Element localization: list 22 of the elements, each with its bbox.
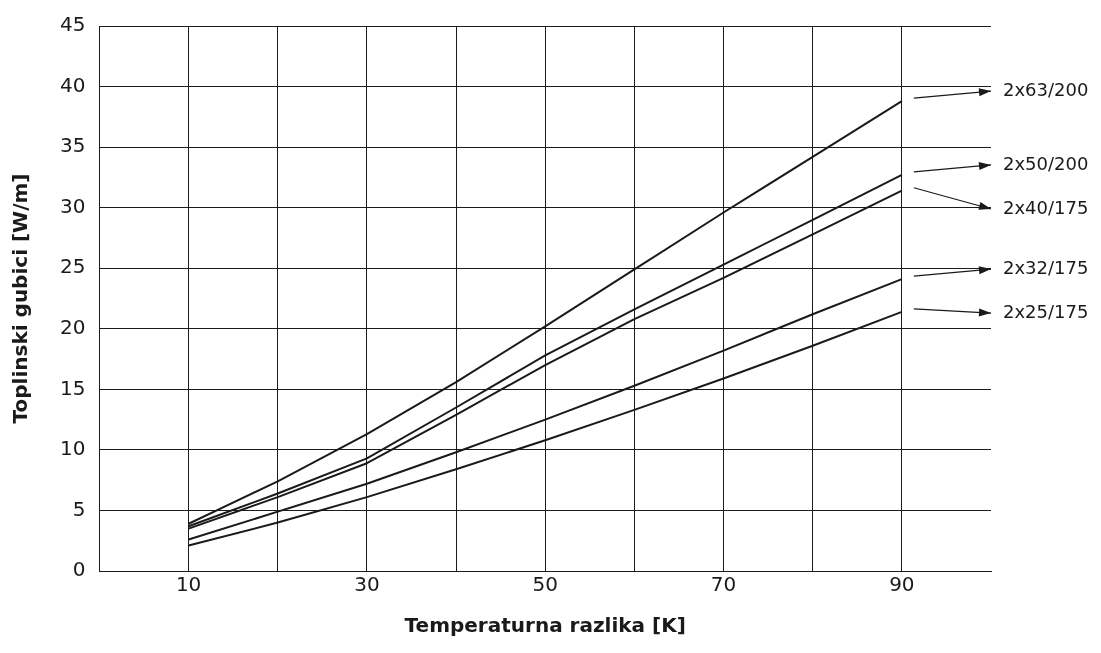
y-tick-label: 0	[72, 557, 86, 582]
legend-label: 2x50/200	[1003, 152, 1089, 174]
x-tick-label: 10	[175, 572, 202, 597]
y-tick-label: 25	[60, 254, 86, 279]
legend-label: 2x32/175	[1003, 256, 1089, 278]
y-tick-label: 15	[60, 375, 86, 400]
legend-label: 2x40/175	[1003, 196, 1089, 218]
x-tick-label: 50	[532, 572, 558, 597]
y-tick-label: 20	[60, 314, 86, 339]
legend-label: 2x63/200	[1003, 78, 1089, 100]
x-tick-label: 90	[889, 572, 915, 597]
y-tick-label: 40	[60, 72, 86, 97]
legend-label: 2x25/175	[1003, 300, 1089, 322]
y-tick-label: 35	[60, 133, 86, 158]
x-tick-label: 70	[710, 572, 737, 597]
y-tick-label: 5	[72, 496, 86, 521]
y-tick-label: 45	[60, 12, 86, 37]
x-axis-title: Temperaturna razlika [K]	[404, 613, 686, 638]
y-tick-label: 10	[60, 436, 86, 461]
y-axis-title: Toplinski gubici [W/m]	[8, 173, 33, 424]
x-tick-label: 30	[354, 572, 380, 597]
y-tick-label: 30	[60, 193, 86, 218]
